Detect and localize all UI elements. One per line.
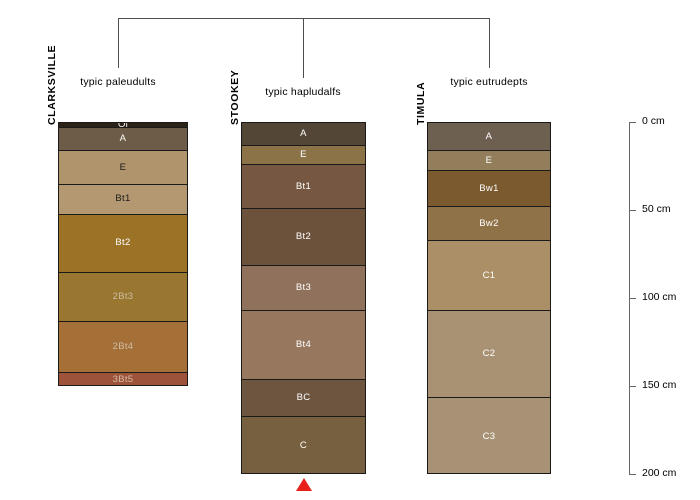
profile-timula: A E Bw1 Bw2 C1 C2 C3 <box>427 122 551 474</box>
dendrogram-branch-1 <box>118 18 119 68</box>
dendrogram-crossbar <box>118 18 490 19</box>
horizon-timula-c1[interactable]: C1 <box>428 240 550 312</box>
dendrogram-leaf-label-1: typic paleudults <box>80 76 156 88</box>
horizon-stookey-c[interactable]: C <box>242 416 365 473</box>
horizon-timula-c2[interactable]: C2 <box>428 311 550 398</box>
horizon-stookey-bt4[interactable]: Bt4 <box>242 311 365 380</box>
profile-stookey: A E Bt1 Bt2 Bt3 Bt4 BC C <box>241 122 366 474</box>
profile-box-timula: A E Bw1 Bw2 C1 C2 C3 <box>427 122 551 474</box>
depth-axis-label-50: 50 cm <box>642 203 671 215</box>
dendrogram: typic paleudults typic hapludalfs typic eu… <box>0 0 700 110</box>
dendrogram-leaf-label-2: typic hapludalfs <box>265 86 341 98</box>
depth-axis-tick-150 <box>629 386 636 387</box>
dendrogram-leaf-label-3: typic eutrudepts <box>450 76 528 88</box>
depth-axis-label-200: 200 cm <box>642 467 677 479</box>
horizon-clarksville-e[interactable]: E <box>59 151 187 185</box>
profile-box-clarksville: Oi A E Bt1 Bt2 2Bt3 2Bt4 3Bt5 <box>58 122 188 386</box>
profile-clarksville: Oi A E Bt1 Bt2 2Bt3 2Bt4 3Bt5 <box>58 122 188 386</box>
selected-profile-marker[interactable] <box>295 478 312 491</box>
depth-axis-tick-200 <box>629 474 636 475</box>
dendrogram-branch-2 <box>303 18 304 78</box>
depth-axis-tick-100 <box>629 298 636 299</box>
horizon-timula-bw2[interactable]: Bw2 <box>428 207 550 241</box>
depth-axis-tick-0 <box>629 122 636 123</box>
depth-axis-label-150: 150 cm <box>642 379 677 391</box>
depth-axis-label-100: 100 cm <box>642 291 677 303</box>
horizon-clarksville-2bt4[interactable]: 2Bt4 <box>59 321 187 373</box>
depth-axis-label-0: 0 cm <box>642 115 665 127</box>
depth-axis-tick-50 <box>629 210 636 211</box>
profile-box-stookey: A E Bt1 Bt2 Bt3 Bt4 BC C <box>241 122 366 474</box>
horizon-stookey-bt3[interactable]: Bt3 <box>242 265 365 312</box>
dendrogram-branch-3 <box>489 18 490 68</box>
